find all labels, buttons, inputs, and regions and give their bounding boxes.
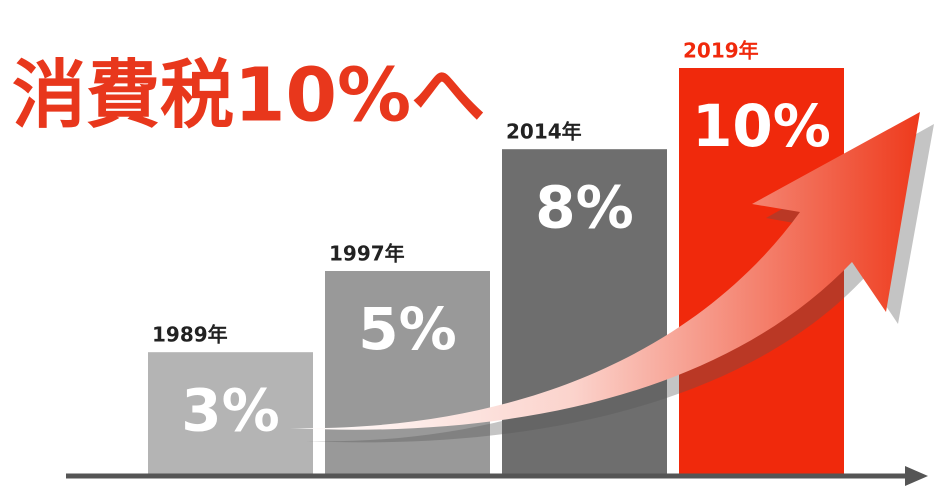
category-label: 1997年: [329, 242, 405, 266]
arrow: [290, 112, 920, 430]
category-label: 1989年: [152, 323, 228, 347]
value-label: 5%: [358, 295, 456, 363]
value-label: 8%: [535, 173, 633, 241]
x-axis-arrow: [905, 466, 928, 486]
bar: [148, 352, 313, 474]
value-label: 3%: [181, 376, 279, 444]
bar: [502, 149, 667, 474]
category-label: 2014年: [506, 120, 582, 144]
growth-arrow: [290, 112, 934, 443]
value-label: 10%: [692, 92, 831, 160]
bar: [325, 271, 490, 474]
chart-title: 消費税10%へ: [12, 53, 485, 139]
category-label: 2019年: [683, 39, 759, 63]
